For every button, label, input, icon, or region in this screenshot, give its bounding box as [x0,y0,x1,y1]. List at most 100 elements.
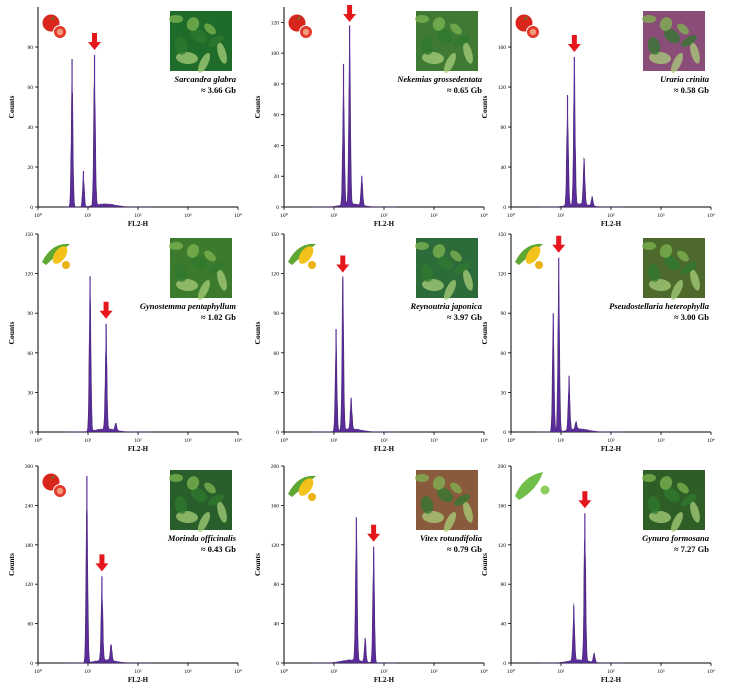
y-tick-label: 180 [25,543,34,549]
y-tick-label: 30 [501,390,507,396]
genome-size: ≈ 3.66 Gb [201,85,236,95]
x-tick-label: 10¹ [84,213,92,219]
peak-arrow [343,5,357,22]
histogram-panel-f: 0 30 60 90 120 150 10⁰ 10¹ 10² 10³ 10⁴ FL2-H Counts P… [480,232,715,453]
y-tick-label: 120 [271,20,280,26]
species-photo [642,238,705,301]
x-tick-label: 10¹ [330,669,338,675]
x-tick-label: 10⁴ [480,213,488,219]
y-tick-label: 60 [28,85,34,91]
y-tick-label: 200 [271,464,280,470]
peak-arrow [552,235,566,253]
y-tick-label: 90 [501,311,507,317]
peak-arrow [99,301,113,319]
peak-arrow [95,554,109,572]
histogram-area [538,66,624,208]
y-tick-label: 60 [28,622,34,628]
y-axis-title: Counts [7,95,16,118]
x-tick-label: 10⁴ [234,438,242,444]
histogram-panel-i: 0 40 80 120 160 200 10⁰ 10¹ 10² 10³ 10⁴ FL2-H Counts… [480,464,715,684]
x-tick-label: 10² [607,213,615,219]
maize-icon [288,475,316,501]
species-name: Uraria crinita [660,74,710,84]
genome-size: ≈ 0.65 Gb [447,85,482,95]
y-tick-label: 40 [501,165,507,171]
histogram-panel-d: 0 30 60 90 120 150 10⁰ 10¹ 10² 10³ 10⁴ FL2-H Counts G… [7,232,242,453]
y-tick-label: 20 [28,165,34,171]
x-axis-title: FL2-H [374,220,395,228]
x-tick-label: 10⁴ [234,669,242,675]
y-tick-label: 160 [498,45,507,51]
species-name: Gynostemma pentaphyllum [140,301,236,311]
maize-icon [288,243,316,269]
x-tick-label: 10⁰ [507,437,516,444]
genome-size: ≈ 0.79 Gb [447,544,482,554]
y-tick-label: 120 [271,543,280,549]
species-name: Reynoutria japonica [409,301,482,311]
y-tick-label: 30 [274,390,280,396]
y-tick-label: 40 [501,622,507,628]
x-axis-title: FL2-H [128,220,149,228]
x-tick-label: 10⁴ [234,213,242,219]
x-tick-label: 10² [607,438,615,444]
y-tick-label: 120 [498,85,507,91]
tomato-icon [42,473,67,498]
y-tick-label: 300 [25,464,34,470]
x-tick-label: 10⁴ [480,438,488,444]
x-axis-title: FL2-H [374,445,395,453]
x-tick-label: 10³ [430,669,438,675]
peak-arrow [567,35,581,52]
x-axis-title: FL2-H [374,676,395,684]
peak-arrow [578,491,592,509]
x-tick-label: 10³ [184,669,192,675]
x-tick-label: 10⁰ [34,437,43,444]
species-photo [169,11,232,74]
x-tick-label: 10² [380,213,388,219]
y-tick-label: 120 [498,543,507,549]
species-name: Sarcandra glabra [174,74,236,84]
x-tick-label: 10² [380,438,388,444]
y-tick-label: 60 [274,113,280,119]
peak-arrow [88,33,102,50]
y-tick-label: 0 [30,661,33,667]
y-tick-label: 150 [271,232,280,238]
y-axis-title: Counts [480,553,489,576]
histogram-panel-b: 0 20 40 60 80 100 120 10⁰ 10¹ 10² 10³ 10⁴ FL2-H Count… [253,5,488,228]
y-tick-label: 0 [276,661,279,667]
y-tick-label: 80 [501,582,507,588]
histogram-panel-h: 0 40 80 120 160 200 10⁰ 10¹ 10² 10³ 10⁴ FL2-H Counts… [253,464,488,684]
species-photo [415,238,478,301]
pea-icon [515,472,550,500]
y-tick-label: 160 [271,503,280,509]
species-photo [415,11,478,74]
x-tick-label: 10³ [184,213,192,219]
x-tick-label: 10⁰ [34,668,43,675]
species-photo [642,11,705,74]
tomato-icon [515,14,540,39]
x-tick-label: 10⁰ [280,437,289,444]
y-tick-label: 30 [28,390,34,396]
species-photo [415,470,478,533]
genome-size: ≈ 3.97 Gb [447,312,482,322]
y-axis-title: Counts [253,553,262,576]
x-tick-label: 10⁴ [480,669,488,675]
y-tick-label: 60 [28,351,34,357]
y-tick-label: 40 [274,622,280,628]
x-tick-label: 10³ [657,213,665,219]
histogram-area [311,532,397,664]
y-tick-label: 80 [28,45,34,51]
y-tick-label: 0 [503,661,506,667]
y-tick-label: 0 [30,205,33,211]
x-axis-title: FL2-H [128,445,149,453]
y-axis-title: Counts [7,553,16,576]
x-tick-label: 10³ [657,669,665,675]
y-tick-label: 60 [274,351,280,357]
y-tick-label: 120 [498,272,507,278]
histogram-area [311,32,397,208]
x-tick-label: 10⁰ [507,668,516,675]
histogram-area [65,508,151,664]
x-tick-label: 10⁰ [507,212,516,219]
x-tick-label: 10² [134,438,142,444]
y-axis-title: Counts [7,321,16,344]
